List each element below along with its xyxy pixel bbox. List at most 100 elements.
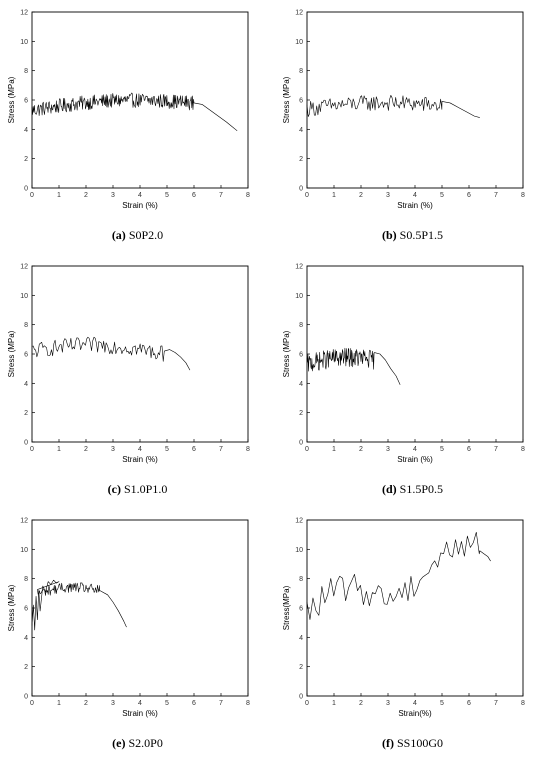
x-tick-label-e: 2: [84, 700, 88, 707]
x-tick-label-a: 7: [219, 192, 223, 199]
x-tick-label-d: 8: [521, 446, 525, 453]
y-tick-label-c: 2: [24, 410, 28, 417]
y-tick-label-a: 2: [24, 156, 28, 163]
stress-strain-curve-a: [31, 92, 238, 132]
y-tick-label-e: 0: [24, 694, 28, 701]
x-tick-label-d: 3: [386, 446, 390, 453]
chart-panel-c: 0 1 2 3 4 5 6 7 8 0 2 4 6 8 10 12 Strain (%) Stress (MPa)…: [0, 254, 275, 508]
plot-frame-d: [306, 265, 524, 443]
x-tick-label-b: 1: [332, 192, 336, 199]
caption-name-e: S2.0P0: [128, 736, 163, 750]
y-tick-label-a: 12: [20, 10, 28, 17]
x-tick-label-f: 1: [332, 700, 336, 707]
x-tick-label-f: 7: [494, 700, 498, 707]
x-tick-label-a: 3: [111, 192, 115, 199]
y-tick-label-e: 8: [24, 576, 28, 583]
y-tick-label-f: 4: [299, 635, 303, 642]
caption-letter-c: (c): [107, 482, 121, 496]
caption-name-b: S0.5P1.5: [399, 228, 444, 242]
x-tick-label-b: 3: [386, 192, 390, 199]
y-axis-label-a: Stress (MPa): [7, 76, 16, 123]
x-axis-label-f: Strain(%): [398, 709, 432, 718]
y-tick-label-c: 10: [20, 293, 28, 300]
caption-letter-d: (d): [381, 482, 397, 496]
caption-name-c: S1.0P1.0: [123, 482, 168, 496]
y-tick-label-d: 12: [295, 264, 303, 271]
x-tick-label-b: 7: [494, 192, 498, 199]
x-tick-label-c: 8: [246, 446, 250, 453]
y-tick-label-a: 8: [24, 68, 28, 75]
stress-strain-curve-c: [31, 336, 191, 371]
x-axis-label-e: Strain (%): [122, 709, 158, 718]
chart-caption-d: (d) S1.5P0.5: [275, 482, 550, 497]
x-tick-label-f: 6: [467, 700, 471, 707]
stress-strain-curve-d: [306, 347, 401, 385]
x-tick-label-d: 7: [494, 446, 498, 453]
x-tick-label-e: 3: [111, 700, 115, 707]
chart-panel-d: 0 1 2 3 4 5 6 7 8 0 2 4 6 8 10 12 Strain (%) Stress (MPa)…: [275, 254, 550, 508]
x-tick-label-f: 8: [521, 700, 525, 707]
plot-frame-f: [306, 519, 524, 697]
y-tick-label-e: 12: [20, 518, 28, 525]
y-tick-label-f: 8: [299, 576, 303, 583]
x-tick-label-d: 4: [413, 446, 417, 453]
x-tick-label-b: 4: [413, 192, 417, 199]
caption-name-f: SS100G0: [396, 736, 443, 750]
y-tick-label-a: 10: [20, 39, 28, 46]
y-tick-label-e: 4: [24, 635, 28, 642]
y-tick-label-b: 2: [299, 156, 303, 163]
chart-caption-b: (b) S0.5P1.5: [275, 228, 550, 243]
y-tick-label-b: 4: [299, 127, 303, 134]
chart-caption-e: (e) S2.0P0: [0, 736, 275, 751]
x-tick-label-a: 1: [57, 192, 61, 199]
chart-panel-a: 0 1 2 3 4 5 6 7 8 0 2 4 6 8 10 12 Strain (%) Stress (MPa)…: [0, 0, 275, 254]
x-tick-label-f: 0: [305, 700, 309, 707]
y-tick-label-f: 10: [295, 547, 303, 554]
x-tick-label-f: 4: [413, 700, 417, 707]
y-axis-label-f: Stress(MPa): [282, 585, 291, 630]
x-tick-label-b: 2: [359, 192, 363, 199]
y-tick-label-d: 6: [299, 352, 303, 359]
y-tick-label-d: 2: [299, 410, 303, 417]
x-tick-label-d: 5: [440, 446, 444, 453]
y-tick-label-a: 6: [24, 98, 28, 105]
y-tick-label-d: 8: [299, 322, 303, 329]
x-tick-label-c: 1: [57, 446, 61, 453]
x-tick-label-e: 7: [219, 700, 223, 707]
y-tick-label-b: 8: [299, 68, 303, 75]
stress-strain-curve-e: [31, 579, 127, 631]
caption-name-d: S1.5P0.5: [399, 482, 444, 496]
x-tick-label-a: 5: [165, 192, 169, 199]
x-tick-label-a: 8: [246, 192, 250, 199]
x-tick-label-e: 0: [30, 700, 34, 707]
x-axis-label-b: Strain (%): [397, 201, 433, 210]
chart-panel-e: 0 1 2 3 4 5 6 7 8 0 2 4 6 8 10 12 Strain (%) Stress (MPa)…: [0, 508, 275, 762]
plot-frame-e: [31, 519, 249, 697]
chart-caption-a: (a) S0P2.0: [0, 228, 275, 243]
plot-frame-b: [306, 11, 524, 189]
x-tick-label-e: 4: [138, 700, 142, 707]
x-tick-label-c: 6: [192, 446, 196, 453]
caption-letter-b: (b): [381, 228, 397, 242]
y-tick-label-b: 0: [299, 186, 303, 193]
x-tick-label-c: 0: [30, 446, 34, 453]
y-tick-label-b: 10: [295, 39, 303, 46]
x-tick-label-d: 2: [359, 446, 363, 453]
y-tick-label-f: 0: [299, 694, 303, 701]
x-tick-label-c: 4: [138, 446, 142, 453]
y-tick-label-b: 6: [299, 98, 303, 105]
x-tick-label-e: 5: [165, 700, 169, 707]
x-tick-label-b: 0: [305, 192, 309, 199]
caption-letter-e: (e): [112, 736, 126, 750]
y-tick-label-a: 4: [24, 127, 28, 134]
x-tick-label-e: 1: [57, 700, 61, 707]
y-axis-label-d: Stress (MPa): [282, 330, 291, 377]
stress-strain-curve-b: [306, 95, 480, 118]
x-tick-label-c: 3: [111, 446, 115, 453]
y-tick-label-e: 2: [24, 664, 28, 671]
